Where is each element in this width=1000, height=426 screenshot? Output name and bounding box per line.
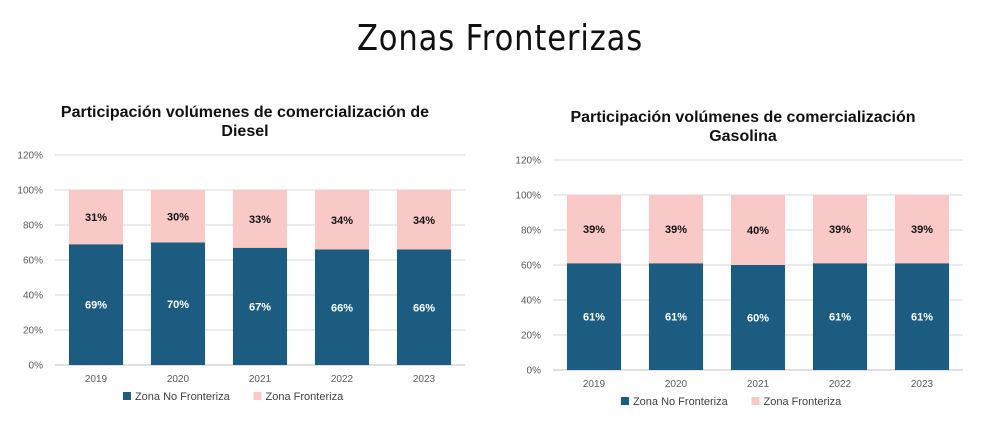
y-tick-label: 120% — [17, 151, 43, 162]
bar-zona-no-fronteriza — [396, 249, 452, 365]
legend-swatch — [122, 392, 131, 400]
y-tick-label: 100% — [515, 191, 541, 202]
y-tick-label: 40% — [23, 291, 43, 302]
bar-zona-fronteriza — [894, 195, 950, 264]
bar-zona-no-fronteriza — [894, 263, 950, 370]
legend: Zona No Fronteriza Zona Fronteriza — [122, 391, 345, 403]
data-label: 66% — [413, 302, 435, 314]
chart-title-line: Gasolina — [709, 128, 777, 145]
page-title: Zonas Fronterizas — [356, 18, 643, 59]
bar-zona-fronteriza — [812, 195, 868, 264]
y-tick-label: 100% — [17, 186, 43, 197]
data-label: 40% — [747, 225, 769, 237]
x-tick-label: 2022 — [829, 379, 852, 390]
bar-zona-fronteriza — [396, 190, 452, 250]
x-tick-label: 2019 — [583, 379, 606, 390]
y-tick-label: 120% — [515, 156, 541, 167]
x-tick-label: 2021 — [249, 374, 272, 385]
y-tick-label: 80% — [521, 226, 541, 237]
x-tick-label: 2022 — [331, 374, 354, 385]
data-label: 39% — [583, 224, 605, 236]
bar-zona-fronteriza — [566, 195, 622, 264]
data-label: 70% — [167, 299, 189, 311]
bar-zona-no-fronteriza — [150, 242, 206, 365]
bar-zona-fronteriza — [730, 195, 786, 265]
bar-zona-no-fronteriza — [566, 263, 622, 370]
data-label: 34% — [331, 215, 353, 227]
bar-zona-fronteriza — [150, 190, 206, 243]
data-label: 69% — [85, 300, 107, 312]
legend-swatch — [253, 392, 262, 400]
x-tick-label: 2023 — [413, 374, 436, 385]
x-tick-label: 2019 — [85, 374, 108, 385]
y-tick-label: 0% — [527, 366, 542, 377]
data-label: 66% — [331, 302, 353, 314]
data-label: 61% — [911, 312, 933, 324]
bar-zona-no-fronteriza — [314, 249, 370, 365]
x-tick-label: 2021 — [747, 379, 770, 390]
data-label: 39% — [911, 224, 933, 236]
chart-title-line: Diesel — [221, 123, 268, 140]
y-tick-label: 80% — [23, 221, 43, 232]
chart-title-line: Participación volúmenes de comercializac… — [61, 104, 429, 121]
y-tick-label: 60% — [521, 261, 541, 272]
chart-title-line: Participación volúmenes de comercializac… — [570, 109, 915, 126]
data-label: 61% — [583, 312, 605, 324]
legend-label: Zona Fronteriza — [266, 391, 345, 403]
data-label: 33% — [249, 214, 271, 226]
data-label: 34% — [413, 215, 435, 227]
x-tick-label: 2020 — [167, 374, 190, 385]
legend-swatch — [751, 397, 760, 405]
data-label: 31% — [85, 212, 107, 224]
bar-zona-no-fronteriza — [730, 265, 786, 370]
legend: Zona No Fronteriza Zona Fronteriza — [620, 396, 843, 408]
bar-zona-fronteriza — [68, 190, 124, 245]
legend-label: Zona No Fronteriza — [135, 391, 231, 403]
x-tick-label: 2023 — [911, 379, 934, 390]
y-tick-label: 0% — [29, 361, 44, 372]
legend-label: Zona No Fronteriza — [633, 396, 729, 408]
diesel-chart: Participación volúmenes de comercializac… — [17, 104, 465, 403]
data-label: 61% — [665, 312, 687, 324]
y-tick-label: 60% — [23, 256, 43, 267]
bar-zona-fronteriza — [648, 195, 704, 264]
gasolina-chart: Participación volúmenes de comercializac… — [515, 109, 963, 408]
y-tick-label: 20% — [23, 326, 43, 337]
data-label: 39% — [829, 224, 851, 236]
legend-label: Zona Fronteriza — [764, 396, 843, 408]
bar-zona-fronteriza — [314, 190, 370, 250]
y-tick-label: 20% — [521, 331, 541, 342]
data-label: 39% — [665, 224, 687, 236]
data-label: 60% — [747, 313, 769, 325]
y-tick-label: 40% — [521, 296, 541, 307]
bar-zona-no-fronteriza — [648, 263, 704, 370]
data-label: 67% — [249, 301, 271, 313]
legend-swatch — [620, 397, 629, 405]
bar-zona-fronteriza — [232, 190, 288, 248]
bar-zona-no-fronteriza — [232, 247, 288, 365]
data-label: 30% — [167, 211, 189, 223]
bar-zona-no-fronteriza — [68, 244, 124, 365]
bar-zona-no-fronteriza — [812, 263, 868, 370]
data-label: 61% — [829, 312, 851, 324]
x-tick-label: 2020 — [665, 379, 688, 390]
